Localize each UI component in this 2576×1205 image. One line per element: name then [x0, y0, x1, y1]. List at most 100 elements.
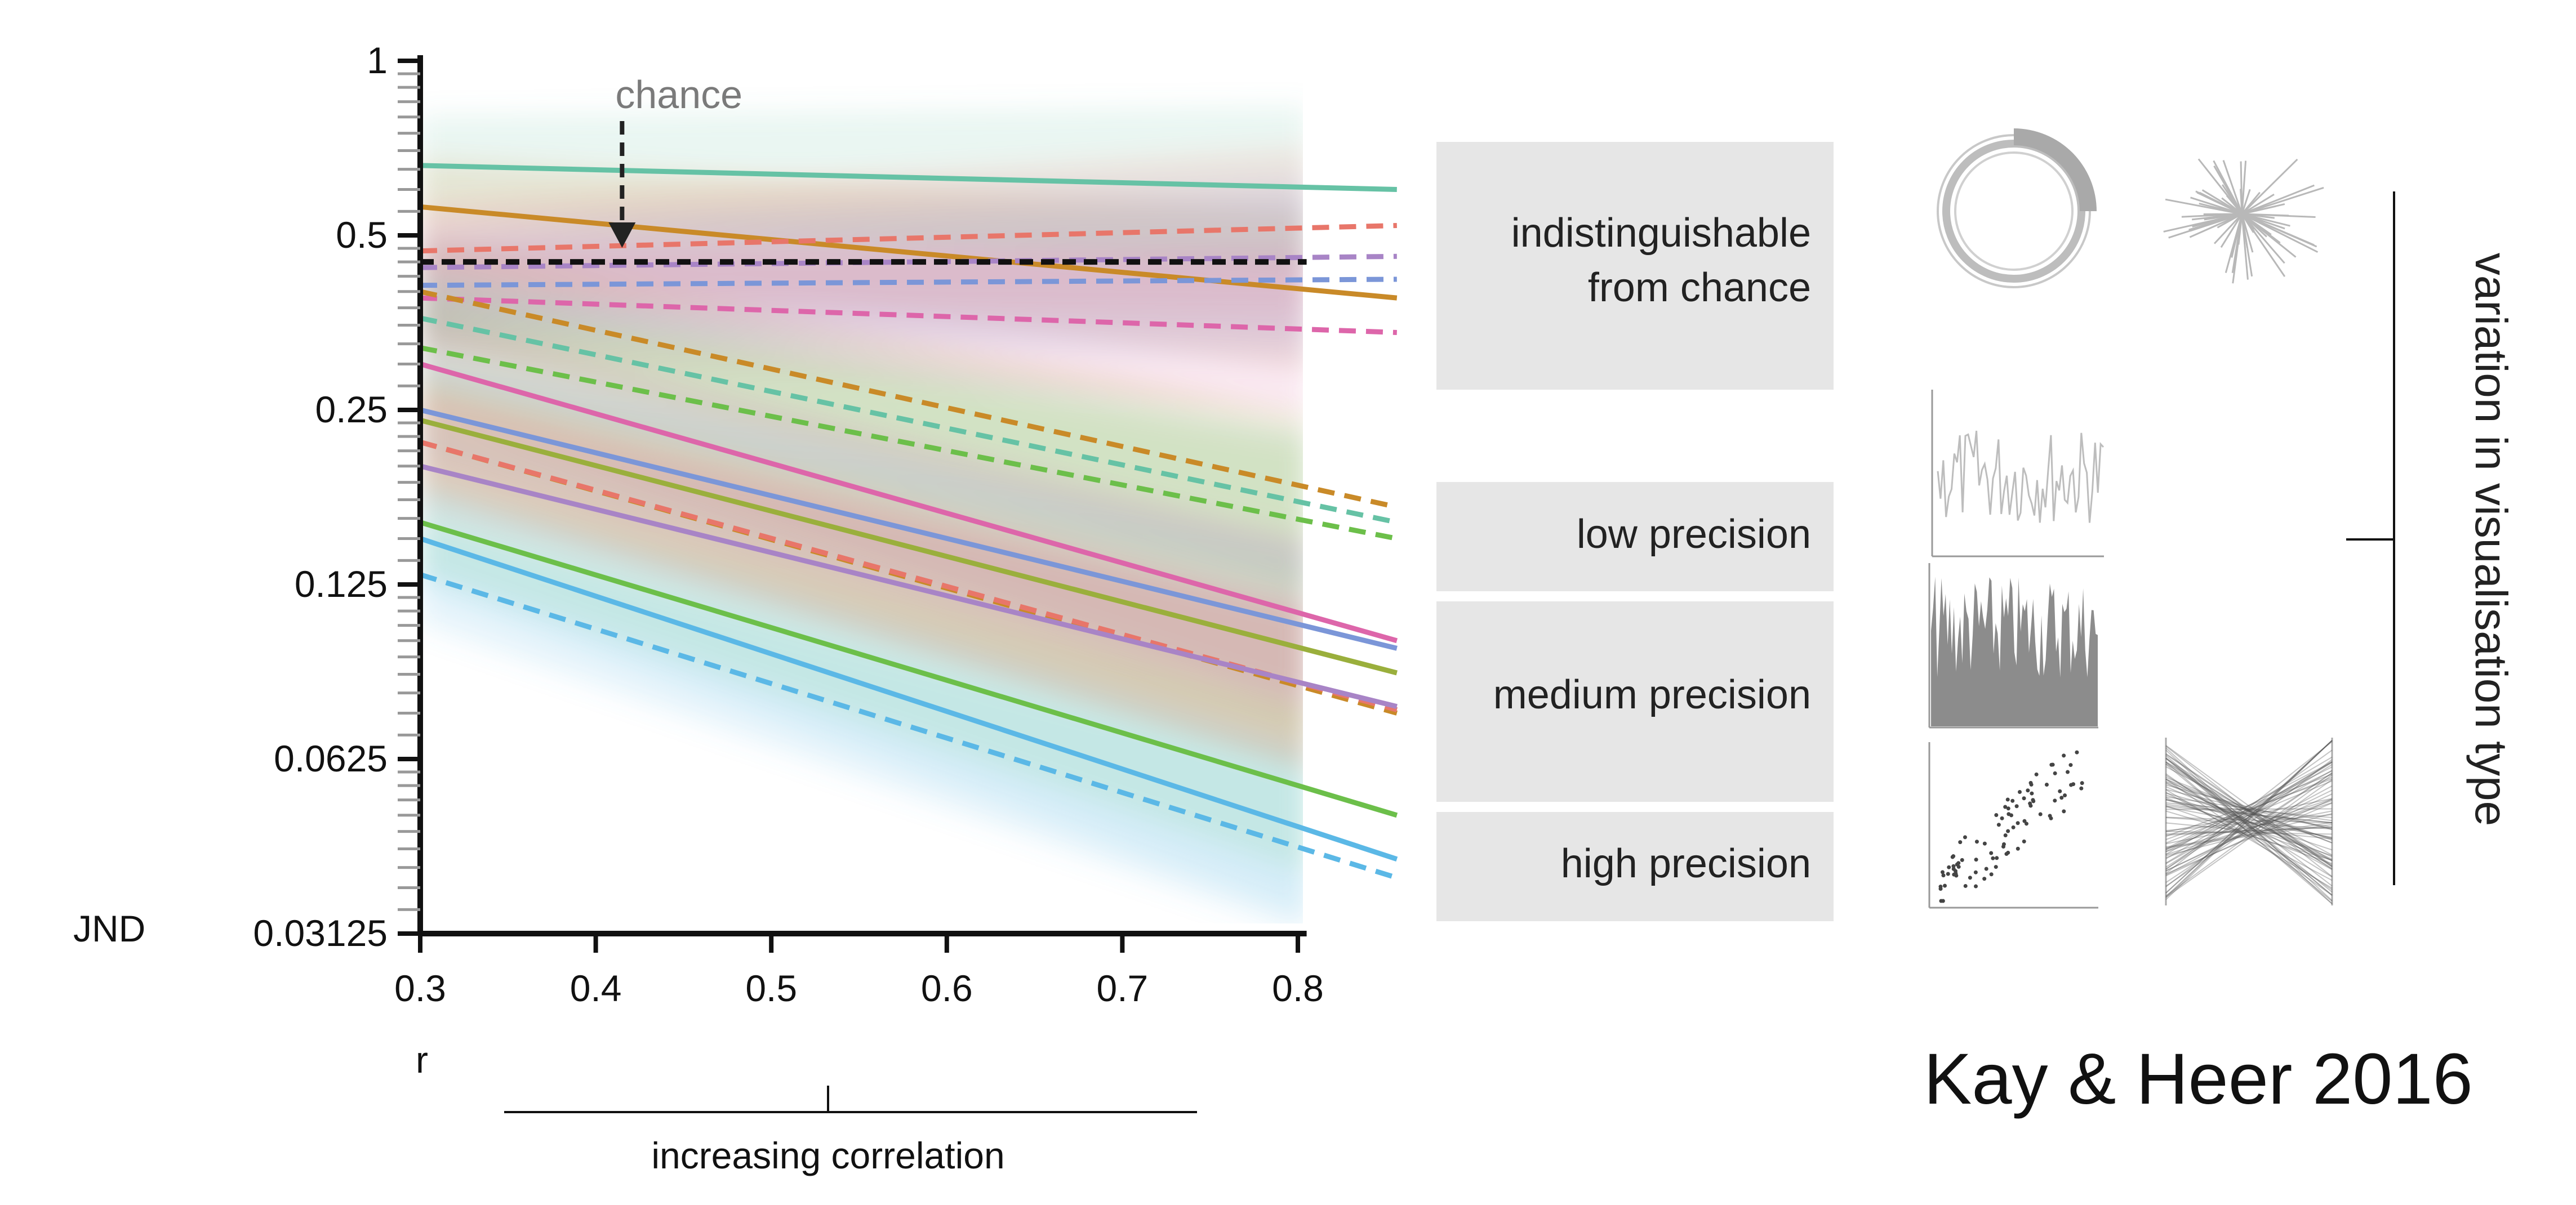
star-ray	[2165, 198, 2243, 215]
y-tick-label: 0.125	[295, 563, 388, 605]
pcp-line	[2165, 785, 2333, 876]
star-ray	[2241, 191, 2261, 215]
series-line	[420, 276, 1397, 288]
pcp-line	[2165, 761, 2333, 868]
pcp-line	[2165, 800, 2333, 859]
scatter-dot	[2022, 796, 2026, 801]
pcp-line	[2165, 792, 2333, 840]
scatter-dot	[2030, 791, 2034, 796]
scatter-dot	[1946, 872, 1950, 876]
scatter-dot	[2003, 805, 2008, 809]
scatter-dot	[2034, 772, 2039, 776]
pcp-line	[2165, 761, 2333, 864]
pcp-line	[2165, 756, 2333, 855]
series-line	[420, 295, 1397, 335]
scatter-dot	[2080, 781, 2084, 786]
line-chart-thumbnail	[1931, 390, 2105, 557]
pcp-line	[2165, 776, 2333, 844]
pcp-line	[2165, 758, 2333, 867]
pcp-line	[2165, 755, 2333, 896]
scatter-dot	[2071, 782, 2076, 787]
radial-ring-thumbnail	[1937, 128, 2097, 288]
pcp-line	[2165, 740, 2333, 898]
series-line	[420, 222, 1397, 254]
pcp-line	[2165, 797, 2333, 861]
pcp-line	[2165, 802, 2333, 818]
scatter-dot	[2006, 829, 2010, 833]
pcp-line	[2165, 783, 2333, 860]
pcp-line	[2165, 775, 2333, 878]
pcp-line	[2165, 813, 2333, 856]
pcp-line	[2165, 784, 2333, 830]
pcp-line	[2165, 758, 2333, 896]
scatter-dot	[1940, 870, 1945, 874]
star-ray	[2197, 158, 2243, 215]
scatter-dot	[1974, 840, 1979, 844]
variation-bracket: variation in visualisation type	[2346, 191, 2516, 885]
pcp-line	[2165, 789, 2333, 872]
scatter-dot	[2075, 750, 2079, 755]
pcp-line	[2165, 799, 2333, 828]
jnd-chart: chance 1 0.5 0.25 0.125 0.0625 0.03125 0.3 0.4…	[73, 39, 1398, 1081]
scatter-dot	[2006, 806, 2010, 811]
pcp-line	[2165, 779, 2333, 898]
pcp-line	[2165, 778, 2333, 841]
pcp-line	[2165, 802, 2333, 855]
category-box-medium	[1436, 601, 1834, 802]
pcp-line	[2165, 810, 2333, 845]
scatter-dot	[2006, 850, 2010, 855]
pcp-line	[2165, 779, 2333, 844]
scatter-dot	[2026, 788, 2030, 793]
star-ray	[2241, 213, 2254, 230]
series-line	[419, 520, 1398, 818]
pcp-line	[2165, 746, 2333, 877]
scatter-dot	[2068, 763, 2073, 767]
series-lines	[419, 163, 1398, 881]
scatter-dot	[2010, 798, 2015, 803]
chance-label: chance	[615, 73, 742, 117]
pcp-line	[2165, 786, 2333, 858]
pcp-line	[2165, 794, 2333, 851]
pcp-line	[2165, 824, 2333, 849]
series-line	[420, 289, 1398, 510]
scatter-dot	[2050, 762, 2055, 767]
x-tick-label: 0.3	[394, 967, 446, 1009]
pcp-line	[2165, 792, 2333, 881]
y-tick-label: 0.0625	[274, 738, 388, 779]
scatter-dot	[1974, 884, 1978, 889]
star-ray	[2241, 213, 2316, 218]
scatter-dot	[1994, 865, 1998, 869]
pcp-line	[2165, 778, 2333, 896]
scatter-dot	[2005, 797, 2010, 802]
scatter-dot	[1989, 851, 1994, 855]
x-tick-label: 0.7	[1097, 967, 1149, 1009]
pcp-line	[2165, 757, 2333, 887]
pcp-line	[2165, 780, 2333, 850]
scatter-dot	[2062, 753, 2066, 758]
x-tick-label: 0.4	[570, 967, 622, 1009]
star-ray	[2241, 158, 2298, 215]
chance-arrow-head	[608, 222, 636, 248]
scatter-dot	[1996, 823, 2001, 827]
pcp-line	[2165, 805, 2333, 864]
category-box-low	[1436, 482, 1834, 591]
scatter-dot	[1950, 855, 1955, 859]
pcp-line	[2165, 827, 2333, 836]
y-tick-label: 1	[367, 39, 388, 81]
pcp-line	[2165, 793, 2333, 872]
star-ray	[2222, 160, 2243, 215]
pcp-line	[2165, 757, 2333, 892]
scatter-dot	[2048, 814, 2052, 818]
scatter-dot	[2022, 819, 2027, 823]
pcp-line	[2165, 761, 2333, 870]
pcp-line	[2165, 780, 2333, 841]
scatter-dot	[1991, 856, 1995, 860]
series-line	[419, 463, 1398, 709]
pcp-line	[2165, 773, 2333, 837]
scatter-dot	[1963, 883, 1968, 888]
series-line	[420, 253, 1397, 270]
scatter-dot	[1994, 813, 1999, 818]
scatter-dot	[1958, 840, 1963, 845]
pcp-line	[2165, 745, 2333, 867]
